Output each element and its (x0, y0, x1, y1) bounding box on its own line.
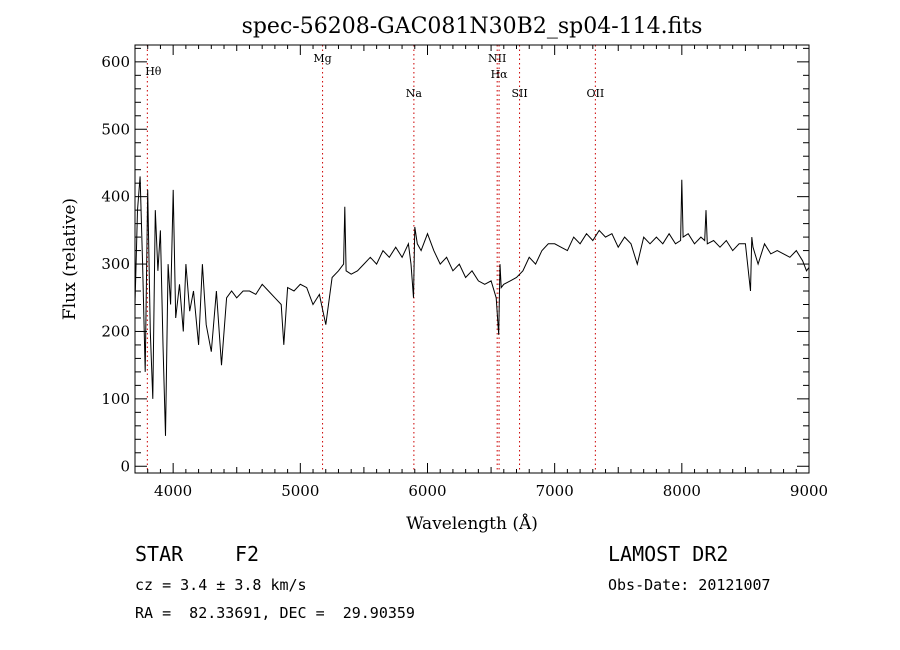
y-tick-label: 400 (101, 188, 130, 206)
survey-name: LAMOST DR2 (608, 542, 729, 566)
spectral-subclass: F2 (235, 542, 260, 566)
redshift-text: cz = 3.4 ± 3.8 km/s (135, 576, 307, 594)
flux-series-line (134, 176, 810, 436)
y-tick-label: 200 (101, 322, 130, 340)
marker-label-2: Na (406, 87, 423, 100)
y-axis: 0 100 200 300 400 500 600 (101, 47, 809, 475)
coordinates: RA = 82.33691, DEC = 29.90359 (135, 604, 415, 622)
plot-frame (134, 44, 810, 474)
marker-label-3: NII (488, 52, 506, 65)
marker-label-4: Hα (491, 68, 509, 81)
marker-label-6: OII (586, 87, 604, 100)
y-tick-label: 100 (101, 390, 130, 408)
x-tick-label: 8000 (663, 482, 701, 500)
y-axis-label: Flux (relative) (60, 198, 80, 320)
marker-label-1: Mg (313, 52, 331, 65)
obs-date: Obs-Date: 20121007 (608, 576, 771, 594)
x-tick-label: 9000 (790, 482, 828, 500)
y-tick-label: 500 (101, 120, 130, 138)
object-class: STAR (135, 542, 184, 566)
chart-title: spec-56208-GAC081N30B2_sp04-114.fits (242, 14, 703, 39)
x-tick-label: 4000 (154, 482, 192, 500)
x-tick-label: 6000 (408, 482, 446, 500)
x-tick-label: 7000 (536, 482, 574, 500)
y-tick-label: 0 (120, 457, 130, 475)
x-tick-label: 5000 (281, 482, 319, 500)
x-axis: 4000 5000 6000 7000 8000 9000 (134, 45, 828, 500)
y-tick-label: 300 (101, 255, 130, 273)
marker-label-0: Hθ (145, 65, 162, 78)
x-axis-label: Wavelength (Å) (406, 513, 538, 534)
y-tick-label: 600 (101, 53, 130, 71)
marker-label-5: SII (511, 87, 527, 100)
